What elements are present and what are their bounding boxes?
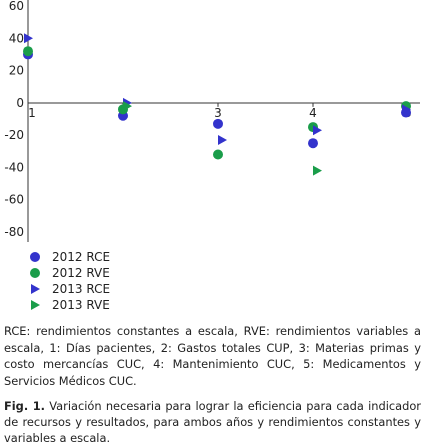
legend-label: 2012 RCE [52,250,111,264]
y-tick-label: 20 [9,64,24,78]
data-point-2013-rce [402,104,411,115]
y-tick-label: -80 [4,225,24,239]
x-tick-label: 3 [214,106,222,120]
legend-label: 2013 RCE [52,282,111,296]
x-tick-labels: 12345 [27,102,412,120]
data-point-2013-rve [123,101,132,112]
y-tick-label: -60 [4,193,24,207]
legend-item: 2013 RCE [28,281,110,297]
legend-item: 2012 RVE [28,265,110,281]
data-point-2013-rve [313,165,322,176]
data-point-2013-rce [218,134,227,145]
data-point-2013-rce [313,125,322,136]
caption-text: Variación necesaria para lograr la efici… [4,399,421,445]
figure-caption: Fig. 1. Variación necesaria para lograr … [4,398,421,446]
legend-item: 2013 RVE [28,297,110,313]
legend-label: 2013 RVE [52,298,110,312]
y-tick-labels: 60 40 20 0 -20 -40 -60 -80 [4,0,24,239]
chart-note: RCE: rendimientos constantes a escala, R… [4,324,421,388]
legend: 2012 RCE 2012 RVE 2013 RCE 2013 RVE [28,249,110,313]
data-point-2013-rce [24,33,33,44]
y-tick-label: 0 [16,96,24,110]
y-tick-label: 40 [9,31,24,45]
circle-marker-icon [30,252,40,262]
x-tick-label: 4 [309,106,317,120]
circle-marker-icon [30,268,40,278]
data-point-2012-rce [308,138,318,149]
triangle-marker-icon [31,300,40,310]
y-tick-label: 60 [9,0,24,13]
data-point-2012-rve [213,149,223,160]
triangle-marker-icon [31,284,40,294]
data-point-2012-rce [213,118,223,129]
data-point-2012-rve [23,46,33,57]
legend-item: 2012 RCE [28,249,110,265]
data-points [23,33,411,176]
x-tick-label: 1 [28,106,36,120]
y-tick-label: -40 [4,160,24,174]
legend-label: 2012 RVE [52,266,110,280]
caption-label: Fig. 1. [4,399,46,413]
y-tick-label: -20 [4,128,24,142]
